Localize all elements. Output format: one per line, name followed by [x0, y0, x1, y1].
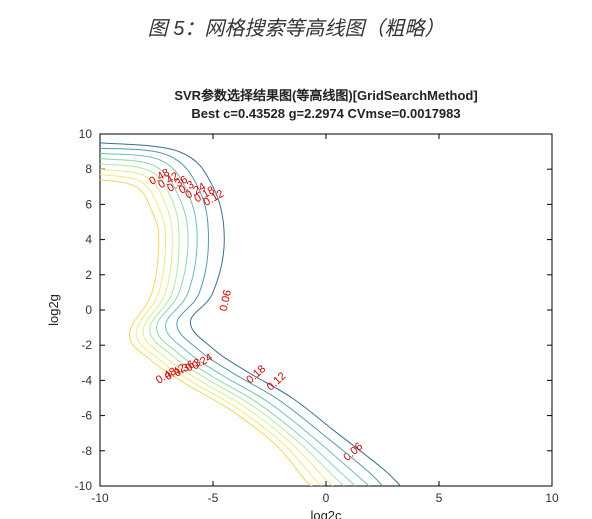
contour-line: [100, 180, 312, 486]
contour-label-cluster: 0.24: [190, 351, 215, 372]
ytick-label: 6: [85, 197, 92, 211]
xlabel: log2c: [310, 508, 342, 519]
contour-label: 0.06: [218, 289, 234, 312]
contour-line: [100, 169, 333, 486]
chart-title-2: Best c=0.43528 g=2.2974 CVmse=0.0017983: [191, 106, 460, 121]
contour-line: [100, 153, 369, 486]
xtick-label: -5: [208, 491, 219, 505]
contour-label: 0.12: [265, 370, 289, 393]
ytick-label: 0: [85, 303, 92, 317]
contour-line: [100, 159, 355, 486]
figure-caption: 图 5：网格搜索等高线图（粗略）: [0, 0, 592, 49]
xtick-label: -10: [91, 491, 109, 505]
ytick-label: -4: [81, 373, 92, 387]
contour-chart: SVR参数选择结果图(等高线图)[GridSearchMethod] Best c…: [0, 49, 592, 519]
xtick-label: 10: [545, 491, 559, 505]
ytick-label: 4: [85, 233, 92, 247]
chart-title-1: SVR参数选择结果图(等高线图)[GridSearchMethod]: [174, 88, 477, 103]
ytick-label: 8: [85, 162, 92, 176]
chart-svg: SVR参数选择结果图(等高线图)[GridSearchMethod] Best c…: [0, 49, 592, 519]
xtick-label: 5: [436, 491, 443, 505]
ylabel: log2g: [46, 294, 61, 326]
contour-group: 0.060.060.120.180.480.420.360.30.240.180…: [100, 143, 401, 486]
ytick-label: 2: [85, 268, 92, 282]
ytick-label: -10: [75, 479, 93, 493]
contour-label: 0.18: [244, 363, 268, 386]
ytick-label: -2: [81, 338, 92, 352]
xtick-label: 0: [323, 491, 330, 505]
ytick-label: -8: [81, 444, 92, 458]
ytick-label: -6: [81, 409, 92, 423]
ytick-label: 10: [79, 127, 93, 141]
contour-line: [100, 174, 321, 486]
